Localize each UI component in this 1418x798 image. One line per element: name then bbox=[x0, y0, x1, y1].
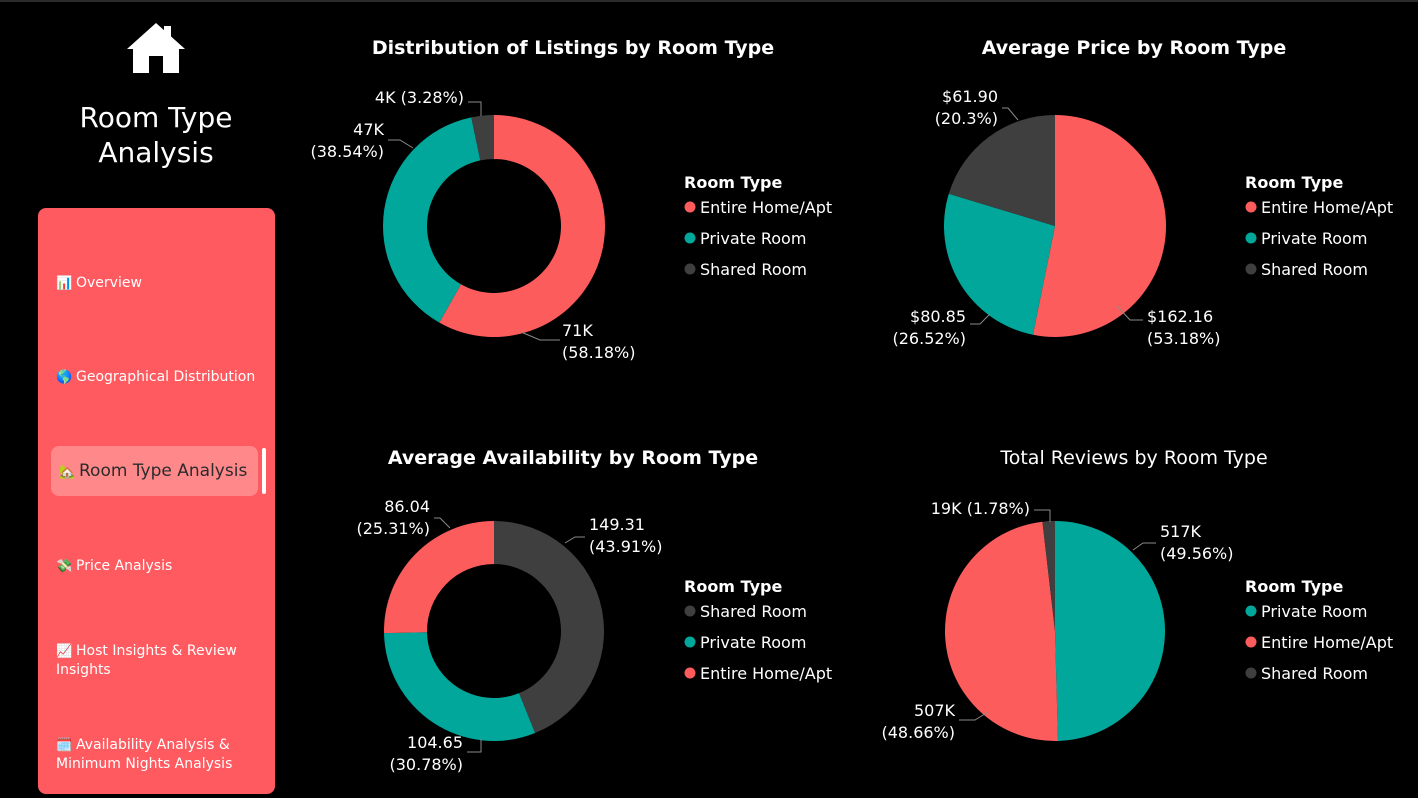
slice-entire-home-apt[interactable] bbox=[945, 521, 1058, 741]
data-label: $162.16 (53.18%) bbox=[1147, 307, 1221, 348]
nav-panel: 📊 Overview 🌎 Geographical Distribution 🏡 Ro… bbox=[38, 208, 275, 794]
data-label: 71K (58.18%) bbox=[562, 321, 636, 362]
legend-item-entire-home-apt[interactable]: Entire Home/Apt bbox=[700, 664, 832, 683]
legend-marker bbox=[1245, 201, 1257, 213]
nav-item-label: Overview bbox=[76, 275, 142, 291]
slice-entire-home-apt[interactable] bbox=[439, 115, 606, 337]
legend-marker bbox=[1245, 263, 1257, 275]
legend-marker bbox=[1245, 636, 1257, 648]
leader-line bbox=[468, 101, 482, 116]
chart-distribution-of-listings-by-room-type: Distribution of Listings by Room Type 71K… bbox=[311, 37, 833, 362]
legend-title: Room Type bbox=[684, 577, 782, 596]
legend-marker bbox=[684, 667, 696, 679]
legend-marker bbox=[1245, 667, 1257, 679]
legend: Room Type Entire Home/Apt Private Room Shar… bbox=[684, 173, 832, 279]
slice-shared-room[interactable] bbox=[471, 115, 494, 161]
leader-line bbox=[1116, 305, 1143, 321]
data-label: 507K (48.66%) bbox=[882, 701, 956, 742]
legend-item-shared-room[interactable]: Shared Room bbox=[1261, 664, 1368, 683]
leader-line bbox=[1034, 509, 1051, 522]
slice-entire-home-apt[interactable] bbox=[384, 521, 494, 634]
leader-line bbox=[520, 331, 560, 341]
leader-line bbox=[959, 711, 989, 721]
top-divider bbox=[0, 0, 1418, 2]
slice-shared-room[interactable] bbox=[494, 521, 605, 734]
calendar-icon: 🗓️ bbox=[56, 738, 73, 753]
legend-item-shared-room[interactable]: Shared Room bbox=[700, 260, 807, 279]
data-label: 47K (38.54%) bbox=[311, 120, 385, 161]
chart-average-availability-by-room-type: Average Availability by Room Type 149.31(… bbox=[357, 447, 833, 774]
legend-item-private-room[interactable]: Private Room bbox=[1261, 602, 1367, 621]
nav-item-label: Geographical Distribution bbox=[76, 369, 256, 385]
globe-icon: 🌎 bbox=[56, 370, 73, 385]
leader-line bbox=[1002, 107, 1019, 121]
legend: Room Type Shared Room Private Room Entire H… bbox=[684, 577, 832, 683]
data-label: $61.90 (20.3%) bbox=[935, 87, 998, 128]
legend-marker bbox=[1245, 232, 1257, 244]
legend-title: Room Type bbox=[1245, 173, 1343, 192]
slice-private-room[interactable] bbox=[383, 117, 481, 323]
leader-line bbox=[564, 536, 585, 544]
page-title: Room Type Analysis bbox=[79, 101, 233, 169]
legend-marker bbox=[684, 263, 696, 275]
chart-average-price-by-room-type: Average Price by Room Type $162.16 (53.18%… bbox=[893, 37, 1394, 348]
money-wings-icon: 💸 bbox=[56, 559, 73, 574]
slice-entire-home-apt[interactable] bbox=[1032, 115, 1166, 337]
legend: Room Type Entire Home/Apt Private Room Shar… bbox=[1245, 173, 1393, 279]
nav-item-geographical-distribution[interactable]: 🌎 Geographical Distribution bbox=[56, 368, 256, 387]
legend-item-shared-room[interactable]: Shared Room bbox=[1261, 260, 1368, 279]
legend-item-shared-room[interactable]: Shared Room bbox=[700, 602, 807, 621]
chart-title: Total Reviews by Room Type bbox=[999, 447, 1267, 469]
nav-item-label: Room Type Analysis bbox=[79, 461, 248, 481]
legend-marker bbox=[684, 605, 696, 617]
data-label: 4K (3.28%) bbox=[375, 88, 464, 107]
leader-line bbox=[467, 739, 482, 753]
legend-marker bbox=[684, 201, 696, 213]
legend-item-entire-home-apt[interactable]: Entire Home/Apt bbox=[1261, 633, 1393, 652]
nav-item-overview[interactable]: 📊 Overview bbox=[56, 274, 256, 293]
chart-total-reviews-by-room-type: Total Reviews by Room Type 517K (49.56%) 50… bbox=[882, 447, 1394, 742]
leader-line bbox=[388, 139, 414, 149]
bar-chart-icon: 📊 bbox=[56, 276, 73, 291]
legend-title: Room Type bbox=[1245, 577, 1343, 596]
chart-title: Distribution of Listings by Room Type bbox=[372, 37, 774, 59]
nav-item-host-insights[interactable]: 📈 Host Insights & Review Insights bbox=[56, 642, 256, 680]
home-icon[interactable] bbox=[126, 22, 186, 74]
data-label: 19K (1.78%) bbox=[931, 499, 1030, 518]
house-garden-icon: 🏡 bbox=[59, 465, 76, 480]
legend-marker bbox=[1245, 605, 1257, 617]
nav-item-label: Price Analysis bbox=[76, 558, 173, 574]
chart-title: Average Availability by Room Type bbox=[388, 447, 758, 469]
slice-shared-room[interactable] bbox=[1042, 521, 1055, 631]
nav-item-availability-analysis[interactable]: 🗓️ Availability Analysis & Minimum Nights… bbox=[56, 736, 256, 774]
legend-title: Room Type bbox=[684, 173, 782, 192]
nav-item-label: Host Insights & Review Insights bbox=[56, 643, 237, 678]
legend-marker bbox=[684, 636, 696, 648]
data-label: 104.65 (30.78%) bbox=[390, 733, 464, 774]
chart-title: Average Price by Room Type bbox=[982, 37, 1287, 59]
legend-item-private-room[interactable]: Private Room bbox=[1261, 229, 1367, 248]
legend-marker bbox=[684, 232, 696, 244]
legend-item-private-room[interactable]: Private Room bbox=[700, 633, 806, 652]
slice-private-room[interactable] bbox=[944, 193, 1055, 335]
data-label: 86.04 (25.31%) bbox=[357, 497, 431, 538]
slice-private-room[interactable] bbox=[1055, 521, 1166, 741]
slice-shared-room[interactable] bbox=[948, 115, 1055, 226]
leader-line bbox=[970, 313, 991, 325]
nav-item-room-type-analysis[interactable]: 🏡 Room Type Analysis bbox=[51, 446, 266, 496]
legend-item-entire-home-apt[interactable]: Entire Home/Apt bbox=[700, 198, 832, 217]
legend-item-private-room[interactable]: Private Room bbox=[700, 229, 806, 248]
slice-private-room[interactable] bbox=[384, 632, 536, 742]
data-label: 149.31 (43.91%) bbox=[589, 515, 663, 556]
legend: Room Type Private Room Entire Home/Apt Shar… bbox=[1245, 577, 1393, 683]
nav-item-label: Availability Analysis & Minimum Nights A… bbox=[56, 737, 233, 772]
data-label: $80.85 (26.52%) bbox=[893, 307, 967, 348]
leader-line bbox=[434, 517, 451, 529]
legend-item-entire-home-apt[interactable]: Entire Home/Apt bbox=[1261, 198, 1393, 217]
data-label: 517K (49.56%) bbox=[1160, 522, 1234, 563]
nav-item-price-analysis[interactable]: 💸 Price Analysis bbox=[56, 557, 256, 576]
trend-chart-icon: 📈 bbox=[56, 644, 73, 659]
leader-line bbox=[1132, 542, 1156, 551]
